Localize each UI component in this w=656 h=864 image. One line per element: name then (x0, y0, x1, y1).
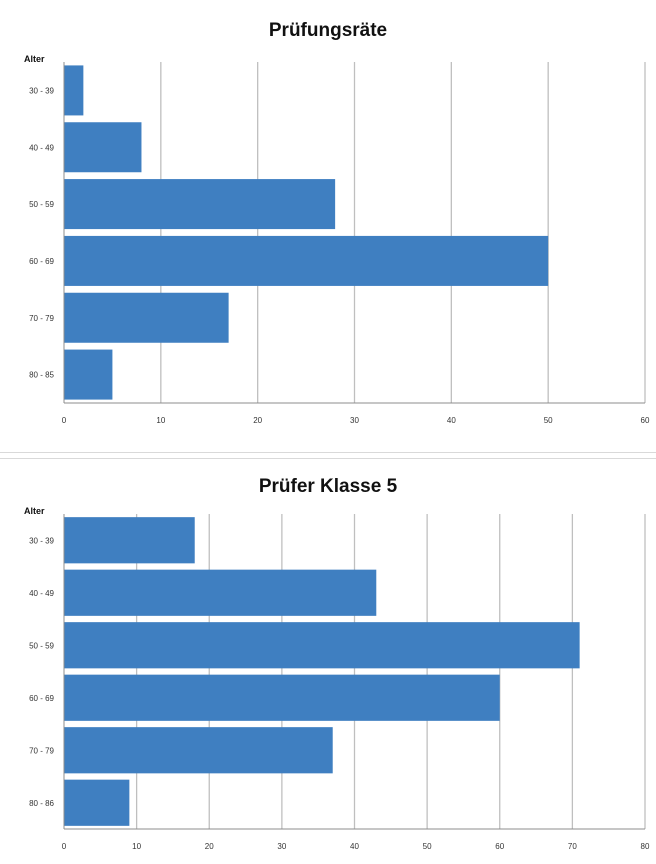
x-tick-label: 50 (423, 842, 432, 851)
x-tick-label: 0 (62, 416, 67, 425)
x-tick-label: 20 (253, 416, 262, 425)
y-tick-label: 30 - 39 (29, 86, 54, 95)
x-tick-label: 80 (641, 842, 650, 851)
x-tick-label: 60 (495, 842, 504, 851)
bar (64, 779, 130, 826)
y-tick-label: 70 - 79 (29, 746, 54, 755)
x-tick-label: 60 (641, 416, 650, 425)
y-tick-label: 50 - 59 (29, 641, 54, 650)
x-tick-label: 20 (205, 842, 214, 851)
bar (64, 292, 229, 343)
bar (64, 122, 142, 173)
y-tick-label: 70 - 79 (29, 314, 54, 323)
chart-title: Prüfer Klasse 5 (258, 476, 398, 497)
y-tick-label: 40 - 49 (29, 143, 54, 152)
bar (64, 622, 580, 669)
x-tick-label: 40 (447, 416, 456, 425)
y-tick-label: 80 - 85 (29, 371, 54, 380)
y-tick-label: 60 - 69 (29, 694, 54, 703)
x-tick-label: 0 (62, 842, 67, 851)
bar-plot-area: 30 - 39 40 - 49 50 - 59 60 - 69 70 - 79 80 - … (29, 62, 650, 425)
bar (64, 65, 84, 116)
y-axis-label: Alter (24, 54, 45, 64)
y-axis-label: Alter (24, 506, 45, 516)
x-tick-label: 30 (350, 416, 359, 425)
bar (64, 727, 333, 774)
chart-pruefungsraete: Prüfungsräte Alter 30 - 39 40 - 49 50 - 59… (0, 20, 656, 453)
chart-pruefer-klasse-5: Prüfer Klasse 5 Alter 30 - 39 40 - 49 50 -… (0, 458, 656, 864)
bar (64, 674, 500, 721)
bar (64, 517, 195, 564)
x-tick-label: 40 (350, 842, 359, 851)
bar (64, 349, 113, 400)
bar (64, 569, 377, 616)
x-tick-label: 50 (544, 416, 553, 425)
chart-title: Prüfungsräte (268, 20, 388, 41)
x-tick-label: 10 (156, 416, 165, 425)
y-tick-label: 60 - 69 (29, 257, 54, 266)
x-tick-label: 70 (568, 842, 577, 851)
x-tick-label: 30 (277, 842, 286, 851)
bar (64, 179, 336, 230)
y-tick-label: 30 - 39 (29, 536, 54, 545)
y-tick-label: 40 - 49 (29, 589, 54, 598)
y-tick-label: 80 - 86 (29, 799, 54, 808)
y-tick-label: 50 - 59 (29, 200, 54, 209)
bar (64, 235, 549, 286)
bar-plot-area: 30 - 39 40 - 49 50 - 59 60 - 69 70 - 79 80 - … (29, 514, 650, 851)
x-tick-label: 10 (132, 842, 141, 851)
